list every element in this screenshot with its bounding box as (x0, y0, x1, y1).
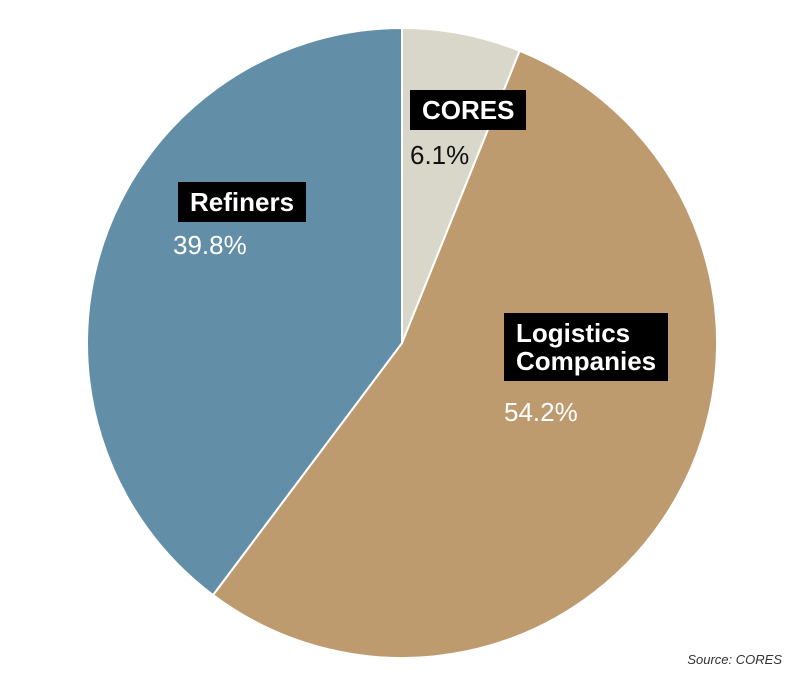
slice-value-cores: 6.1% (410, 140, 470, 170)
pie-slices (86, 27, 718, 659)
slice-label-logistics-companies: Logistics Companies (504, 313, 669, 381)
slice-value-refiners: 39.8% (173, 230, 247, 260)
pie-slice-2 (86, 27, 403, 597)
pie-slice-1 (212, 49, 718, 659)
slice-label-cores: CORES (410, 90, 527, 130)
slice-value-logistics-companies: 54.2% (504, 397, 578, 427)
slice-label-refiners: Refiners (178, 182, 307, 222)
source-note: Source: CORES (687, 652, 782, 667)
